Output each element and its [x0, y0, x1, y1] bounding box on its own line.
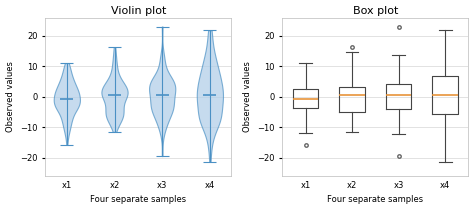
Y-axis label: Observed values: Observed values	[6, 62, 15, 132]
Title: Box plot: Box plot	[353, 5, 398, 16]
X-axis label: Four separate samples: Four separate samples	[327, 196, 423, 205]
X-axis label: Four separate samples: Four separate samples	[90, 196, 186, 205]
Title: Violin plot: Violin plot	[110, 5, 166, 16]
Y-axis label: Observed values: Observed values	[243, 62, 252, 132]
